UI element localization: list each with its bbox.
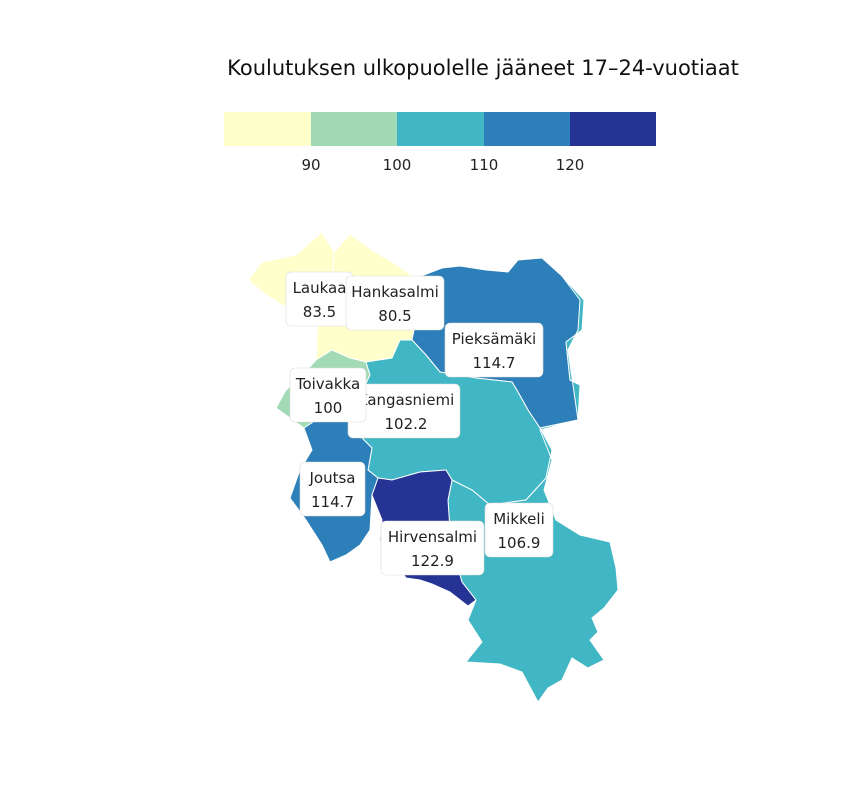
label-joutsa: Joutsa 114.7 <box>299 461 366 517</box>
legend-bin-0 <box>224 112 311 146</box>
label-hankasalmi-value: 80.5 <box>378 307 411 325</box>
label-joutsa-name: Joutsa <box>309 469 356 487</box>
label-hirvensalmi-value: 122.9 <box>411 552 454 570</box>
region-mikkeli[interactable] <box>447 275 619 703</box>
legend-bin-3 <box>484 112 570 146</box>
label-laukaa-value: 83.5 <box>303 303 336 321</box>
label-joutsa-value: 114.7 <box>311 493 354 511</box>
legend-bin-4 <box>570 112 656 146</box>
legend-tick-110: 110 <box>470 156 499 174</box>
label-toivakka-value: 100 <box>314 399 343 417</box>
label-hirvensalmi: Hirvensalmi 122.9 <box>380 520 485 576</box>
label-kangasniemi-name: Kangasniemi <box>358 391 454 409</box>
label-hankasalmi: Hankasalmi 80.5 <box>345 275 445 331</box>
legend-bin-2 <box>397 112 484 146</box>
label-hirvensalmi-name: Hirvensalmi <box>388 528 477 546</box>
legend-tick-120: 120 <box>556 156 585 174</box>
label-mikkeli-value: 106.9 <box>498 534 541 552</box>
label-laukaa-name: Laukaa <box>293 279 347 297</box>
label-mikkeli: Mikkeli 106.9 <box>484 502 554 558</box>
label-laukaa: Laukaa 83.5 <box>285 271 354 327</box>
legend-bin-1 <box>311 112 397 146</box>
label-kangasniemi: Kangasniemi 102.2 <box>347 383 461 439</box>
label-mikkeli-name: Mikkeli <box>493 510 545 528</box>
label-toivakka: Toivakka 100 <box>289 367 367 423</box>
label-pieksamaki: Pieksämäki 114.7 <box>444 322 544 378</box>
legend-tick-90: 90 <box>301 156 320 174</box>
legend-tick-100: 100 <box>383 156 412 174</box>
label-toivakka-name: Toivakka <box>295 375 360 393</box>
label-pieksamaki-value: 114.7 <box>473 354 516 372</box>
label-hankasalmi-name: Hankasalmi <box>351 283 439 301</box>
map-title: Koulutuksen ulkopuolelle jääneet 17–24-v… <box>227 56 739 80</box>
legend: 90 100 110 120 <box>224 112 656 174</box>
region-labels: Laukaa 83.5 Hankasalmi 80.5 Pieksämäki 1… <box>285 271 554 576</box>
label-pieksamaki-name: Pieksämäki <box>452 330 536 348</box>
label-kangasniemi-value: 102.2 <box>385 415 428 433</box>
